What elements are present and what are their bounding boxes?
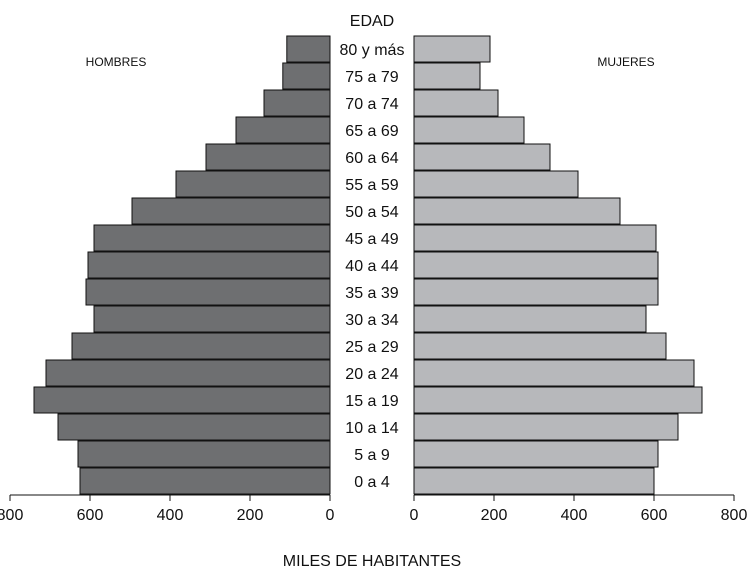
tick-label: 800 <box>721 507 748 524</box>
bar-mujeres <box>413 89 499 117</box>
bar-mujeres <box>413 305 647 333</box>
age-group-label: 40 a 44 <box>345 258 398 275</box>
tick-label: 200 <box>237 507 264 524</box>
left-bars <box>33 35 331 495</box>
bar-mujeres <box>413 143 551 171</box>
age-labels: 80 y más 75 a 79 70 a 74 65 a 69 60 a 64 55 a… <box>340 42 405 491</box>
bar-mujeres <box>413 386 703 414</box>
bar-hombres <box>205 143 331 171</box>
bar-mujeres <box>413 278 659 306</box>
tick-label: 600 <box>641 507 668 524</box>
bar-hombres <box>263 89 331 117</box>
bar-hombres <box>87 251 331 279</box>
bar-hombres <box>282 62 331 90</box>
hombres-label: HOMBRES <box>86 55 147 69</box>
age-group-label: 45 a 49 <box>345 231 398 248</box>
age-group-label: 15 a 19 <box>345 393 398 410</box>
bar-mujeres <box>413 35 491 63</box>
age-group-label: 35 a 39 <box>345 285 398 302</box>
tick-label: 400 <box>157 507 184 524</box>
bar-hombres <box>71 332 331 360</box>
bar-mujeres <box>413 170 579 198</box>
age-group-label: 60 a 64 <box>345 150 398 167</box>
x-axis-title: MILES DE HABITANTES <box>283 553 461 570</box>
bar-hombres <box>93 305 331 333</box>
tick-label: 200 <box>481 507 508 524</box>
bar-mujeres <box>413 332 667 360</box>
bar-hombres <box>33 386 331 414</box>
tick-label: 600 <box>77 507 104 524</box>
age-group-label: 5 a 9 <box>354 447 390 464</box>
right-bars <box>413 35 703 495</box>
age-group-label: 55 a 59 <box>345 177 398 194</box>
age-group-label: 70 a 74 <box>345 96 398 113</box>
right-axis: 0 200 400 600 800 <box>410 494 748 524</box>
edad-title: EDAD <box>350 13 394 30</box>
tick-label: 0 <box>410 507 419 524</box>
bar-mujeres <box>413 62 481 90</box>
tick-label: 800 <box>0 507 23 524</box>
bar-mujeres <box>413 359 695 387</box>
bar-mujeres <box>413 440 659 468</box>
bar-hombres <box>286 35 331 63</box>
bar-hombres <box>131 197 331 225</box>
age-group-label: 30 a 34 <box>345 312 398 329</box>
age-group-label: 0 a 4 <box>354 474 390 491</box>
age-group-label: 80 y más <box>340 42 405 59</box>
tick-label: 0 <box>326 507 335 524</box>
left-axis: 800 600 400 200 0 <box>0 494 335 524</box>
bar-mujeres <box>413 224 657 252</box>
bar-hombres <box>57 413 331 441</box>
mujeres-label: MUJERES <box>597 55 654 69</box>
bar-hombres <box>77 440 331 468</box>
bar-mujeres <box>413 116 525 144</box>
bar-mujeres <box>413 251 659 279</box>
bar-mujeres <box>413 467 655 495</box>
age-group-label: 10 a 14 <box>345 420 398 437</box>
bar-hombres <box>93 224 331 252</box>
age-group-label: 50 a 54 <box>345 204 398 221</box>
bar-hombres <box>45 359 331 387</box>
age-group-label: 75 a 79 <box>345 69 398 86</box>
bar-hombres <box>85 278 331 306</box>
bar-mujeres <box>413 197 621 225</box>
age-group-label: 25 a 29 <box>345 339 398 356</box>
age-group-label: 65 a 69 <box>345 123 398 140</box>
age-group-label: 20 a 24 <box>345 366 398 383</box>
bar-hombres <box>235 116 331 144</box>
bar-hombres <box>79 467 331 495</box>
bar-mujeres <box>413 413 679 441</box>
tick-label: 400 <box>561 507 588 524</box>
bar-hombres <box>175 170 331 198</box>
